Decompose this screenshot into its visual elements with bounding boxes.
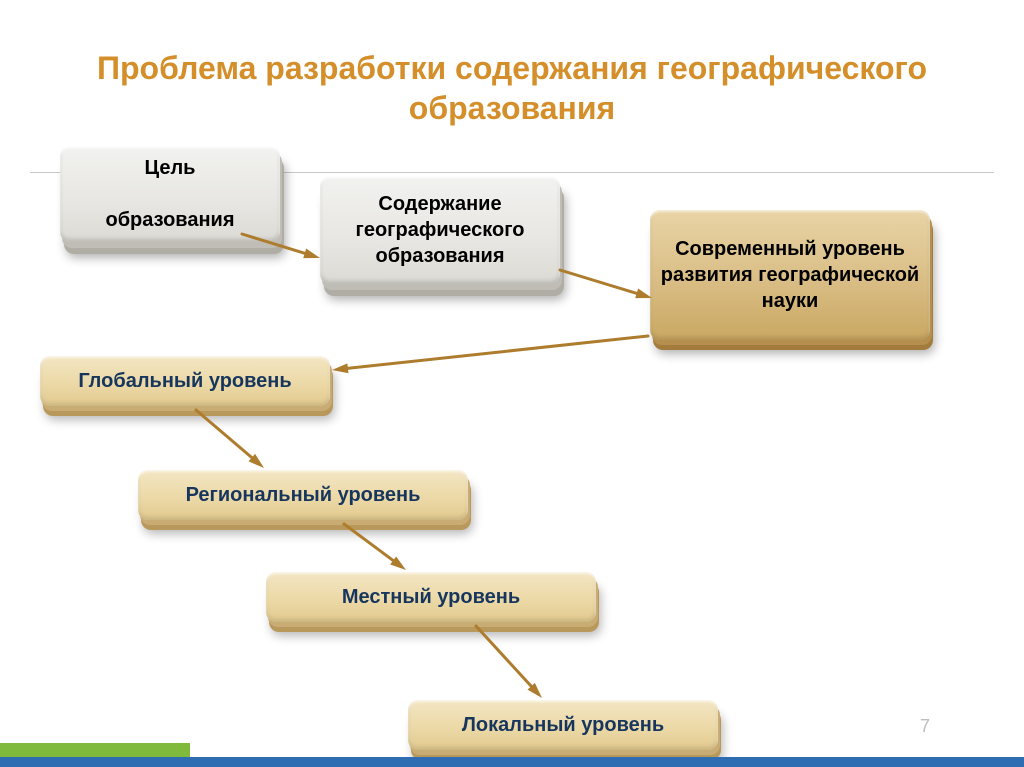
block-modern-label: Современный уровень развития географичес… [660,236,920,314]
block-global-level: Глобальный уровень [40,356,330,406]
block-global-label: Глобальный уровень [78,368,291,394]
block-content: Содержание географического образования [320,176,560,284]
page-number: 7 [920,716,930,737]
block-regional-label: Региональный уровень [186,482,421,508]
block-goal-label: Цельобразования [105,155,234,233]
block-regional-level: Региональный уровень [138,470,468,520]
block-local-mid-level: Местный уровень [266,572,596,622]
block-modern-science: Современный уровень развития географичес… [650,210,930,340]
footer-stripe-blue [0,757,1024,767]
block-content-label: Содержание географического образования [330,191,550,269]
block-local-mid-label: Местный уровень [342,584,520,610]
slide-title: Проблема разработки содержания географич… [0,48,1024,128]
block-goal: Цельобразования [60,146,280,242]
footer-stripe-green [0,743,190,757]
block-local-low-label: Локальный уровень [462,712,664,738]
footer-bar [0,743,1024,767]
